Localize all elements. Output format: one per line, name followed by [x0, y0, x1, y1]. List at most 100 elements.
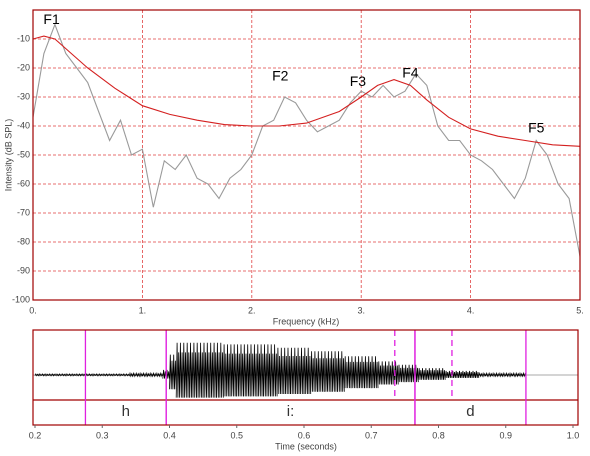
waveform-segment [397, 364, 406, 383]
y-tick-label: -10 [17, 33, 30, 43]
waveform-segment [169, 354, 177, 390]
plot-frame [32, 9, 581, 301]
waveform-segment [505, 371, 513, 378]
data-line [32, 35, 581, 147]
y-tick-label: -20 [17, 62, 30, 72]
y-tick-label: -60 [17, 178, 30, 188]
waveform-segment [236, 344, 244, 397]
waveform-segment [243, 344, 251, 397]
waveform-segment [196, 342, 204, 398]
waveform-segment [357, 356, 365, 389]
annotation: F1 [43, 11, 60, 27]
waveform-segment [54, 373, 63, 377]
waveform-segment [458, 370, 466, 378]
waveform-segment [417, 368, 426, 380]
waveform-segment [115, 373, 123, 377]
waveform-segment [444, 370, 453, 378]
waveform-segment [451, 370, 460, 378]
waveform-segment [41, 373, 49, 377]
waveform-segment [48, 373, 56, 377]
waveform-segment [404, 364, 412, 383]
waveform-segment [424, 368, 433, 380]
waveform-segment [263, 344, 271, 397]
x-tick-label: 4. [467, 305, 475, 315]
waveform-segment [498, 371, 507, 378]
waveform-segment [122, 373, 130, 377]
x-tick-label: 0.6 [298, 430, 311, 440]
waveform-segment [350, 356, 359, 389]
segment-label: i: [287, 403, 295, 420]
waveform-segment [229, 344, 238, 397]
waveform-segment [61, 373, 69, 377]
waveform-segment [370, 356, 379, 389]
x-tick-label: 0.7 [365, 430, 378, 440]
x-tick-label: 1. [139, 305, 147, 315]
waveform-segment [290, 347, 298, 395]
waveform-segment [135, 371, 143, 378]
waveform-segment [209, 342, 217, 398]
waveform-segment [438, 368, 446, 380]
waveform-segment [148, 371, 157, 378]
waveform-segment [303, 347, 312, 395]
y-tick-label: -90 [17, 265, 30, 275]
waveform-segment [222, 344, 231, 397]
waveform-segment [182, 342, 191, 398]
waveform-segment [364, 356, 372, 389]
wave-frame [32, 329, 579, 426]
x-tick-label: 3. [357, 305, 365, 315]
x-tick-label: 1.0 [567, 430, 580, 440]
x-axis-label: Time (seconds) [275, 441, 337, 451]
waveform-segment [431, 368, 439, 380]
waveform-segment [384, 361, 392, 385]
waveform-segment [485, 371, 493, 378]
x-tick-label: 0.4 [163, 430, 176, 440]
waveform-segment [317, 351, 325, 392]
y-axis-label: Intensity (dB SPL) [3, 119, 13, 192]
waveform-segment [256, 344, 264, 397]
waveform-segment [283, 347, 291, 395]
waveform-segment [189, 342, 197, 398]
waveform-segment [296, 347, 305, 395]
x-tick-label: 0.2 [29, 430, 42, 440]
x-tick-label: 0.8 [432, 430, 445, 440]
y-tick-label: -80 [17, 236, 30, 246]
x-tick-label: 0.3 [96, 430, 109, 440]
x-tick-label: 0. [29, 305, 37, 315]
waveform-segment [270, 344, 278, 397]
waveform-segment [337, 351, 345, 392]
waveform-segment [330, 351, 338, 392]
waveform-segment [343, 356, 352, 389]
waveform-segment [142, 371, 150, 378]
x-axis-label: Frequency (kHz) [273, 316, 340, 326]
waveform-segment [478, 371, 486, 378]
waveform-segment [465, 370, 473, 378]
y-tick-label: -30 [17, 91, 30, 101]
annotation: F2 [272, 67, 289, 83]
waveform-segment [512, 371, 520, 378]
waveform-segment [310, 351, 318, 392]
y-tick-label: -40 [17, 120, 30, 130]
waveform-segment [34, 373, 43, 377]
waveform-segment [323, 351, 332, 392]
waveform-segment [108, 373, 117, 377]
y-tick-label: -50 [17, 149, 30, 159]
annotation: F5 [528, 120, 545, 136]
x-tick-label: 0.9 [499, 430, 512, 440]
waveform-segment [155, 371, 164, 378]
annotation: F3 [350, 73, 367, 89]
waveform-segment [68, 373, 76, 377]
waveform-segment [101, 373, 110, 377]
waveform-segment [88, 373, 96, 377]
y-tick-label: -100 [12, 294, 30, 304]
waveform-segment [377, 361, 386, 385]
x-tick-label: 5. [576, 305, 584, 315]
x-tick-label: 2. [248, 305, 256, 315]
waveform-segment [216, 342, 224, 398]
waveform-segment [471, 370, 480, 378]
x-tick-label: 0.5 [230, 430, 243, 440]
waveform-segment [491, 371, 500, 378]
y-tick-label: -70 [17, 207, 30, 217]
data-line [32, 22, 581, 257]
waveform-segment [175, 342, 184, 398]
